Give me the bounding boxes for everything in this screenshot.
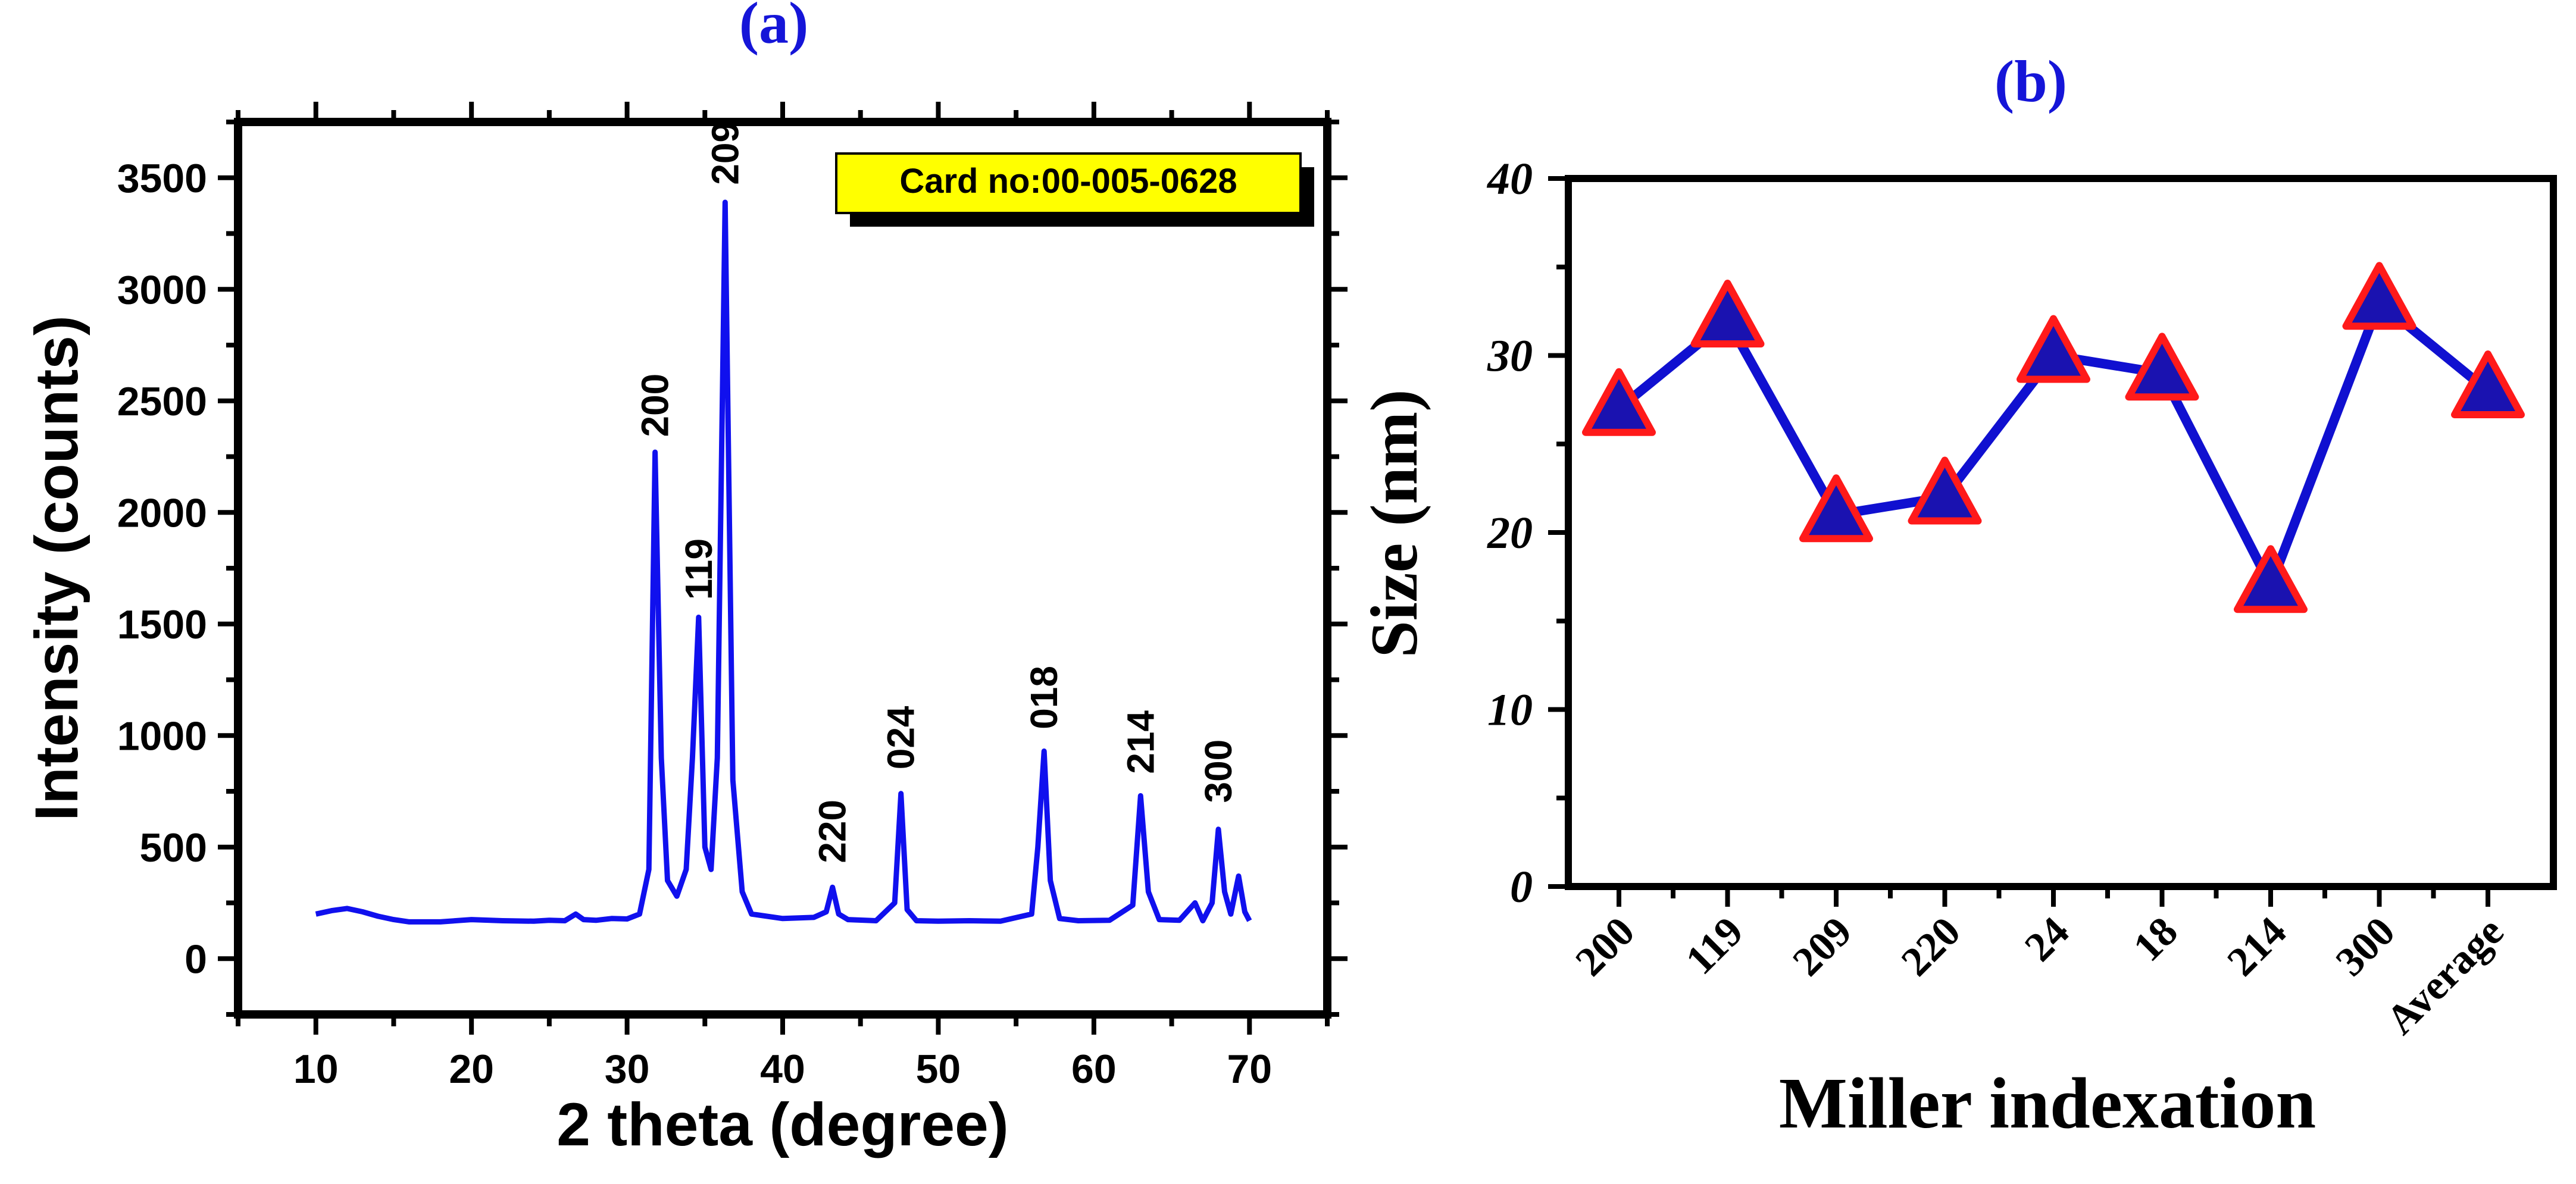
- peak-label: 119: [677, 538, 720, 600]
- y-tick-label: 2500: [117, 379, 207, 424]
- data-point-marker: [2451, 350, 2525, 418]
- x-tick-label: 40: [760, 1047, 805, 1092]
- x-tick-label: 20: [449, 1047, 494, 1092]
- legend-box: [835, 152, 1302, 214]
- x-tick-label: Average: [2378, 909, 2513, 1044]
- xrd-series-line: [315, 199, 1252, 925]
- data-point-marker: [2125, 333, 2199, 401]
- x-tick-label: 220: [1893, 909, 1969, 985]
- x-tick-label: 70: [1227, 1047, 1272, 1092]
- y-tick-label: 10: [1487, 685, 1533, 735]
- data-point-marker: [1799, 474, 1873, 543]
- x-tick-label: 18: [2125, 909, 2187, 970]
- y-tick-label: 1000: [117, 713, 207, 759]
- x-tick-label: 50: [916, 1047, 961, 1092]
- y-tick-label: 2000: [117, 490, 207, 535]
- x-tick-label: 30: [605, 1047, 650, 1092]
- panel-a-x-axis-label: 2 theta (degree): [557, 1091, 1009, 1158]
- peak-label: 200: [634, 374, 677, 437]
- x-tick-label: 300: [2327, 909, 2404, 985]
- x-tick-label: 10: [293, 1047, 339, 1092]
- y-tick-label: 30: [1487, 331, 1533, 381]
- panel-a-frame: [234, 118, 1331, 1019]
- x-tick-label: 214: [2219, 909, 2296, 985]
- y-tick-label: 0: [185, 936, 207, 982]
- y-tick-label: 500: [140, 825, 207, 870]
- y-tick-label: 20: [1487, 508, 1533, 558]
- y-tick-label: 3500: [117, 156, 207, 201]
- peak-label: 220: [811, 800, 854, 863]
- x-tick-label: 60: [1071, 1047, 1117, 1092]
- panel-b-title: (b): [1994, 48, 2067, 114]
- data-point-marker: [2017, 315, 2090, 383]
- peak-label: 209: [704, 121, 746, 185]
- panel-a-tick-labels: 10 20 30 40 50 60 70 0 500 1000 1500 2000 2500 3000 35…: [117, 156, 1272, 1092]
- panel-b-series: [1582, 262, 2525, 613]
- x-tick-label: 119: [1677, 909, 1752, 983]
- data-point-marker: [1582, 368, 1656, 436]
- panel-a-ticks: [218, 102, 1348, 1035]
- peak-label: 024: [880, 706, 923, 769]
- x-tick-label: 24: [2016, 909, 2078, 970]
- x-tick-label: 209: [1784, 909, 1861, 985]
- peak-label: 300: [1197, 740, 1240, 803]
- y-tick-label: 3000: [117, 267, 207, 312]
- peak-label: 214: [1119, 710, 1162, 774]
- peak-label: 018: [1023, 666, 1065, 729]
- panel-a: (a) 10 20 30 40 50 60 70 0 500 1000 1500 2000 2500 30…: [23, 0, 1348, 1158]
- panel-a-series: [315, 199, 1252, 925]
- data-point-marker: [2234, 545, 2308, 613]
- panel-a-peak-labels: 200 119 209 220 024 018 214 300: [634, 121, 1240, 863]
- data-point-marker: [1908, 456, 1982, 525]
- legend-box-text: Card no:00-005-0628: [899, 162, 1237, 201]
- panel-b-x-axis-label: Miller indexation: [1779, 1063, 2316, 1144]
- x-tick-label: 200: [1567, 909, 1644, 985]
- panel-a-title: (a): [739, 0, 809, 56]
- data-point-marker: [2342, 262, 2416, 330]
- panel-a-y-axis-label: Intensity (counts): [23, 315, 90, 821]
- y-tick-label: 0: [1510, 862, 1533, 912]
- y-tick-label: 40: [1486, 154, 1533, 204]
- panel-b-frame: [1565, 175, 2557, 890]
- panel-b-ticks: [1548, 176, 2490, 907]
- data-point-marker: [1690, 280, 1765, 347]
- panel-b-y-axis-label: Size (nm): [1358, 389, 1431, 657]
- y-tick-label: 1500: [117, 602, 207, 647]
- panel-b: (b) 0 10 20 30 40 200 119 209 220 24 18 214 300Avera…: [1358, 48, 2557, 1144]
